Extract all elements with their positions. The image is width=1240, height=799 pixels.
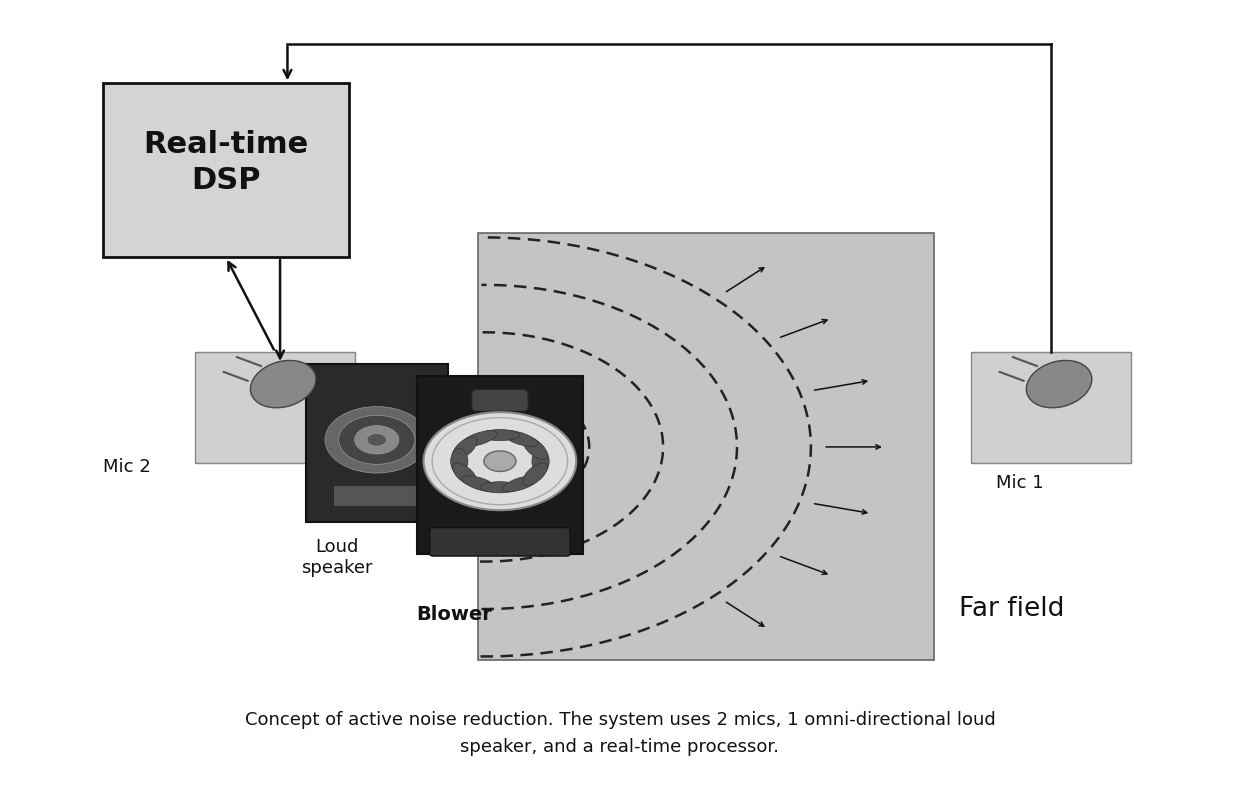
- Ellipse shape: [502, 476, 538, 491]
- Ellipse shape: [463, 476, 497, 491]
- Ellipse shape: [480, 430, 520, 440]
- Ellipse shape: [463, 431, 497, 447]
- Text: Mic 1: Mic 1: [996, 474, 1043, 491]
- Text: Real-time
DSP: Real-time DSP: [144, 130, 309, 195]
- Text: Mic 2: Mic 2: [103, 458, 150, 475]
- Circle shape: [339, 415, 415, 464]
- FancyBboxPatch shape: [471, 389, 528, 411]
- Ellipse shape: [502, 431, 538, 447]
- FancyBboxPatch shape: [417, 376, 583, 554]
- Text: Far field: Far field: [959, 596, 1064, 622]
- Ellipse shape: [453, 437, 477, 459]
- Circle shape: [484, 451, 516, 471]
- Bar: [335, 487, 419, 507]
- Ellipse shape: [523, 437, 548, 459]
- Circle shape: [325, 407, 429, 473]
- Circle shape: [355, 426, 399, 454]
- Ellipse shape: [1027, 360, 1092, 407]
- Ellipse shape: [453, 463, 477, 486]
- Text: Blower: Blower: [415, 605, 492, 624]
- FancyBboxPatch shape: [971, 352, 1131, 463]
- Circle shape: [367, 434, 387, 446]
- Text: speaker, and a real-time processor.: speaker, and a real-time processor.: [460, 738, 780, 757]
- Text: Concept of active noise reduction. The system uses 2 mics, 1 omni-directional lo: Concept of active noise reduction. The s…: [244, 711, 996, 729]
- FancyBboxPatch shape: [479, 233, 934, 661]
- Ellipse shape: [523, 463, 548, 486]
- FancyBboxPatch shape: [103, 83, 348, 257]
- Text: Loud
speaker: Loud speaker: [301, 538, 372, 577]
- Ellipse shape: [250, 360, 316, 407]
- Ellipse shape: [532, 448, 549, 474]
- FancyBboxPatch shape: [430, 527, 570, 556]
- FancyBboxPatch shape: [195, 352, 355, 463]
- Ellipse shape: [450, 448, 467, 474]
- FancyBboxPatch shape: [306, 364, 448, 522]
- Ellipse shape: [480, 482, 520, 493]
- Circle shape: [424, 412, 577, 511]
